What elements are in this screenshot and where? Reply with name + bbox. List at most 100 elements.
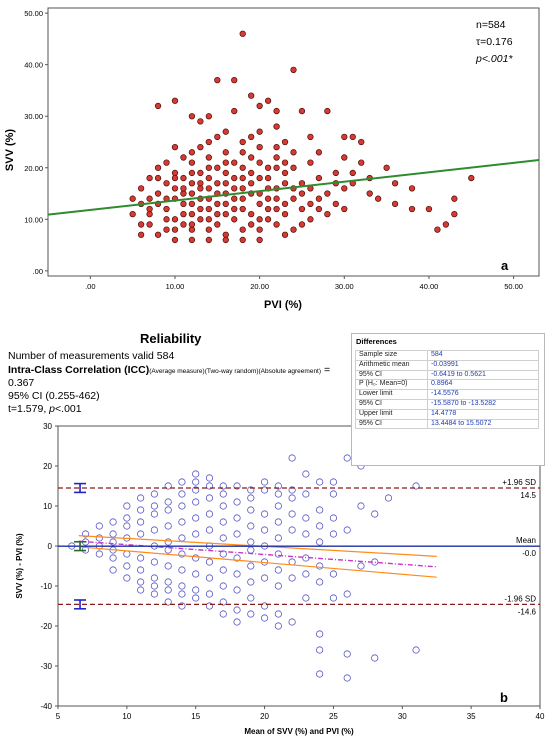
data-point [247, 610, 255, 618]
data-point [233, 514, 241, 522]
data-point [274, 610, 282, 618]
data-point [164, 586, 172, 594]
data-point [248, 180, 255, 187]
x-axis-label-b: Mean of SVV (%) and PVI (%) [244, 727, 354, 736]
data-point [273, 195, 280, 202]
data-point [123, 562, 131, 570]
data-point [178, 582, 186, 590]
data-point [219, 550, 227, 558]
data-point [197, 185, 204, 192]
differences-row: 95% CI -15.5870 to -13.5282 [355, 398, 539, 410]
data-point [239, 174, 246, 182]
data-point [178, 502, 186, 510]
data-point [154, 231, 162, 238]
data-point [188, 180, 196, 187]
data-point [264, 174, 272, 182]
data-point [192, 594, 200, 602]
data-point [273, 144, 280, 151]
data-point [343, 650, 351, 658]
data-point [205, 558, 214, 566]
differences-key: Sample size [355, 350, 428, 361]
data-point [239, 164, 246, 171]
data-point [197, 180, 204, 187]
data-point [197, 144, 204, 151]
data-point [316, 630, 324, 638]
data-point [137, 566, 145, 574]
data-point [197, 205, 204, 213]
data-point [205, 113, 212, 120]
y-axis-label-b: SVV (%) - PVI (%) [15, 533, 24, 599]
y-tick-label: -10 [40, 582, 52, 591]
data-point [273, 164, 280, 171]
data-point [315, 205, 323, 213]
data-point [150, 574, 158, 582]
data-point [205, 154, 212, 161]
data-point [222, 159, 229, 166]
data-point [205, 216, 212, 223]
data-point [434, 226, 441, 233]
data-point [192, 486, 200, 494]
data-point [316, 562, 324, 570]
data-point [180, 200, 187, 207]
data-point [324, 190, 331, 197]
icc-line: Intra-Class Correlation (ICC)(Average me… [8, 364, 330, 376]
data-point [332, 169, 339, 177]
y-tick-label: 40.00 [24, 61, 43, 70]
data-point [188, 149, 196, 156]
data-point [315, 174, 323, 182]
data-point [329, 478, 338, 486]
data-point [205, 205, 212, 213]
data-point [247, 578, 255, 586]
data-point [288, 486, 296, 494]
data-point [324, 211, 331, 218]
x-tick-label: 40 [536, 712, 545, 721]
data-point [341, 205, 348, 213]
data-point [219, 566, 227, 574]
x-tick-label: 30.00 [335, 282, 354, 291]
data-point [137, 231, 145, 238]
data-point [315, 195, 323, 202]
data-point [205, 174, 212, 182]
data-point [273, 221, 280, 228]
data-point [192, 570, 200, 578]
icc-value: 0.367 [8, 377, 35, 389]
differences-value: 584 [427, 350, 539, 361]
data-point [129, 195, 136, 202]
data-point [231, 107, 238, 115]
y-axis-label-a: SVV (%) [4, 129, 16, 172]
upper-limit-ci-bar [74, 482, 87, 494]
data-point [248, 169, 255, 177]
data-point [146, 195, 153, 202]
data-point [180, 174, 187, 182]
data-point [233, 570, 241, 578]
data-point [248, 221, 255, 228]
data-point [180, 190, 187, 197]
upper-limit-value: 14.5 [520, 491, 536, 500]
lower-limit-label: -1.96 SD [504, 594, 536, 603]
data-point [274, 534, 282, 542]
differences-row: Arithmetic mean -0.03991 [355, 359, 539, 371]
data-point [154, 102, 162, 110]
data-point [412, 646, 420, 654]
data-point [329, 594, 338, 602]
data-point [384, 494, 393, 502]
data-point [288, 618, 296, 626]
data-point [123, 574, 131, 582]
data-point [256, 236, 263, 244]
plot-area-a [47, 7, 540, 277]
data-point [163, 226, 170, 233]
data-point [316, 522, 324, 530]
data-point [357, 562, 365, 570]
data-point [302, 530, 310, 538]
data-point [178, 590, 186, 598]
data-point [123, 502, 131, 510]
y-tick-label: 20.00 [24, 164, 43, 173]
data-point [302, 570, 310, 578]
data-point [358, 159, 365, 166]
data-point [188, 226, 196, 233]
data-point [281, 211, 289, 218]
y-tick-label: -40 [40, 702, 52, 711]
differences-key: Arithmetic mean [355, 359, 428, 371]
y-tick-label: 30.00 [24, 112, 43, 121]
data-point [349, 133, 356, 140]
